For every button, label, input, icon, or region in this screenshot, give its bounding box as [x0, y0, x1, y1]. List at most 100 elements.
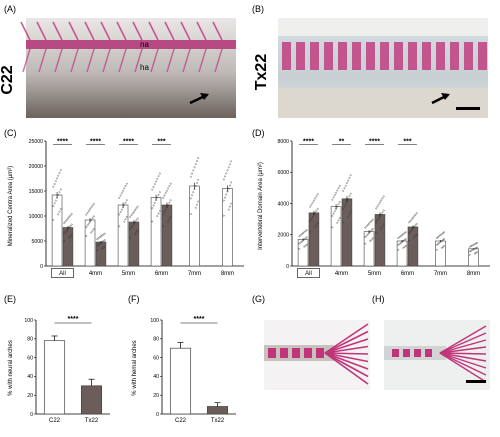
- data-point: [56, 196, 58, 199]
- data-point: [155, 180, 157, 183]
- data-point: [193, 166, 196, 169]
- data-point: [156, 196, 159, 199]
- data-point: [376, 205, 379, 208]
- significance-label: ****: [57, 138, 68, 145]
- data-point: [90, 219, 93, 221]
- caudal-fin-rays: [268, 323, 369, 385]
- data-point: [129, 227, 132, 230]
- data-point: [63, 222, 66, 224]
- x-tick-label: 5mm: [368, 271, 381, 277]
- panel-c: (C) Mineralized Centra Area (µm²) 0 5000 1…: [4, 128, 244, 278]
- centrum-segment-g: [280, 348, 288, 358]
- centrum-segment-h: [392, 349, 399, 357]
- data-point: [377, 203, 380, 206]
- bar-tx22: [161, 204, 173, 267]
- data-point: [136, 205, 139, 208]
- data-point: [302, 239, 304, 242]
- y-tick-label: 10000: [29, 214, 44, 220]
- neural-spine: [116, 21, 127, 41]
- data-point: [309, 220, 312, 223]
- centrum-segment: [422, 42, 431, 70]
- data-point: [102, 233, 105, 236]
- data-point: [155, 199, 157, 202]
- data-point: [336, 221, 339, 224]
- data-point: [315, 224, 318, 227]
- data-point: [442, 245, 444, 248]
- y-tick-label: 8000: [277, 139, 289, 145]
- data-point: [439, 241, 442, 243]
- data-point: [65, 219, 68, 221]
- data-point: [96, 249, 99, 252]
- data-point: [404, 231, 407, 234]
- data-point: [316, 222, 319, 225]
- data-point: [382, 209, 385, 212]
- data-point: [86, 211, 89, 214]
- data-point: [196, 203, 198, 206]
- data-point: [153, 201, 156, 204]
- data-point: [337, 203, 340, 206]
- hemal-spine: [214, 48, 223, 73]
- y-tick-label: 80: [27, 337, 33, 343]
- data-point: [227, 166, 230, 169]
- data-point: [366, 233, 369, 236]
- data-point: [364, 236, 367, 238]
- bar-c22: [84, 219, 96, 267]
- data-point: [166, 189, 168, 192]
- x-tick-label: 7mm: [434, 271, 447, 277]
- bar-c22: [189, 185, 200, 267]
- centrum-segment: [464, 42, 473, 70]
- data-point: [168, 218, 171, 221]
- data-point: [58, 191, 61, 194]
- data-point: [305, 243, 308, 246]
- data-point: [124, 201, 127, 204]
- y-tick-label: 2000: [277, 233, 289, 239]
- label-hemal-arch: ha: [140, 63, 149, 72]
- scale-bar: [456, 107, 480, 110]
- data-point: [375, 207, 378, 210]
- data-point: [191, 194, 193, 197]
- data-point: [382, 195, 385, 198]
- data-point: [53, 202, 56, 205]
- data-point: [90, 231, 93, 234]
- data-point: [196, 182, 198, 184]
- data-point: [54, 180, 57, 183]
- data-point: [331, 214, 334, 217]
- chart-d-ylabel: Intervertebral Domain Area (µm²): [258, 162, 264, 250]
- y-tick-label: 0: [156, 412, 159, 418]
- data-point: [162, 225, 165, 228]
- data-point: [156, 215, 159, 218]
- data-point: [304, 230, 307, 233]
- data-point: [118, 197, 121, 199]
- bar-tx22: [407, 226, 419, 267]
- data-point: [313, 214, 315, 216]
- data-point: [435, 248, 438, 251]
- data-point: [122, 206, 124, 209]
- data-point: [342, 221, 345, 224]
- data-point: [135, 231, 138, 234]
- data-point: [129, 236, 132, 239]
- bar-c22: [117, 204, 129, 267]
- data-point: [163, 194, 166, 197]
- bar-c22: [150, 197, 162, 267]
- arrow-head-icon-b: [441, 93, 450, 100]
- significance-label: ****: [123, 138, 134, 145]
- centrum-segment: [380, 42, 389, 70]
- data-point: [158, 209, 161, 212]
- hemal-spine: [86, 48, 95, 73]
- data-point: [130, 226, 133, 229]
- data-point: [304, 237, 307, 240]
- y-tick-label: 15000: [29, 189, 44, 195]
- data-point: [402, 240, 405, 242]
- scale-bar-h: [466, 380, 486, 383]
- x-tick-label: All: [59, 271, 66, 277]
- data-point: [59, 169, 62, 172]
- data-point: [381, 197, 384, 200]
- data-point: [298, 242, 301, 245]
- data-point: [58, 172, 61, 174]
- y-tick-label: 60: [27, 355, 33, 361]
- panel-e: (E) % with neural arches 0 20 40 60 80 100 C22…: [4, 294, 110, 424]
- data-point: [403, 239, 406, 241]
- data-point: [382, 223, 385, 226]
- bar-c22: [396, 240, 408, 267]
